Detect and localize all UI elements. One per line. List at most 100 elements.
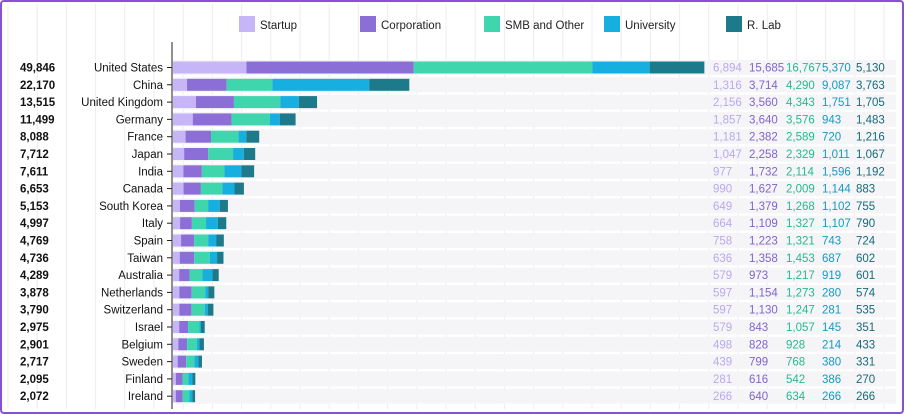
bar-segment — [192, 372, 196, 385]
bar-segment — [173, 199, 180, 212]
value-label: 270 — [856, 374, 875, 386]
country-label: Switzerland — [104, 305, 163, 317]
bar-segment — [224, 165, 242, 178]
legend-swatch — [484, 16, 500, 32]
value-label: 535 — [856, 305, 875, 317]
bar-segment — [184, 148, 209, 160]
value-label: 634 — [786, 391, 806, 403]
bar-segment — [216, 234, 224, 247]
value-label: 919 — [822, 270, 841, 282]
bar-segment — [238, 130, 247, 143]
value-label: 266 — [713, 391, 732, 403]
value-label: 1,067 — [856, 149, 885, 161]
value-label: 386 — [822, 374, 841, 386]
legend-label: Corporation — [381, 20, 441, 32]
row-stripe — [172, 250, 896, 266]
bar-segment — [200, 321, 205, 333]
bar-segment — [234, 182, 244, 195]
value-label: 579 — [713, 270, 732, 282]
bar-segment — [280, 96, 299, 109]
value-label: 758 — [713, 236, 732, 248]
row-stripe — [172, 319, 896, 335]
value-label: 597 — [713, 305, 732, 317]
value-label: 579 — [713, 322, 732, 334]
value-label: 2,382 — [749, 132, 778, 144]
bar-segment — [649, 61, 705, 74]
value-label: 6,894 — [713, 63, 742, 75]
bar-segment — [178, 338, 188, 351]
bar-segment — [209, 251, 218, 264]
row-total: 8,088 — [20, 132, 49, 144]
country-label: Taiwan — [127, 253, 163, 265]
bar-segment — [182, 390, 190, 403]
bar-segment — [194, 199, 209, 212]
value-label: 597 — [713, 287, 732, 299]
value-label: 799 — [749, 357, 768, 369]
value-label: 1,268 — [786, 201, 815, 213]
value-label: 9,087 — [822, 80, 851, 92]
value-label: 943 — [822, 114, 841, 126]
value-label: 3,763 — [856, 80, 885, 92]
value-label: 1,144 — [822, 184, 851, 196]
value-label: 1,358 — [749, 253, 778, 265]
row-stripe — [172, 336, 896, 352]
value-label: 977 — [713, 166, 732, 178]
value-label: 640 — [749, 391, 768, 403]
bar-segment — [217, 251, 224, 264]
value-label: 2,329 — [786, 149, 815, 161]
value-label: 281 — [713, 374, 732, 386]
bar-segment — [210, 130, 239, 143]
value-label: 649 — [713, 201, 732, 213]
bar-segment — [192, 390, 196, 403]
country-label: South Korea — [99, 201, 164, 213]
row-stripe — [172, 215, 896, 231]
bar-segment — [369, 78, 410, 91]
row-stripe — [172, 181, 896, 197]
legend-swatch — [360, 16, 376, 32]
bar-segment — [182, 372, 189, 385]
row-total: 11,499 — [20, 114, 55, 126]
bar-segment — [179, 269, 190, 282]
value-label: 687 — [822, 253, 841, 265]
row-total: 2,095 — [20, 374, 49, 386]
country-label: United States — [94, 63, 163, 75]
country-label: Finland — [125, 374, 163, 386]
value-label: 1,102 — [822, 201, 851, 213]
bar-segment — [207, 303, 214, 316]
bar-segment — [179, 251, 195, 264]
value-label: 616 — [749, 374, 768, 386]
value-label: 214 — [822, 339, 842, 351]
value-label: 266 — [822, 391, 841, 403]
value-label: 1,596 — [822, 166, 851, 178]
bar-segment — [173, 234, 182, 247]
value-label: 280 — [822, 287, 841, 299]
bar-segment — [204, 303, 208, 316]
bar-segment — [192, 113, 232, 126]
bar-segment — [272, 78, 370, 91]
bar-segment — [183, 165, 202, 178]
bar-segment — [173, 269, 180, 282]
bar-segment — [189, 390, 193, 403]
bar-segment — [173, 96, 196, 109]
country-label: Italy — [142, 218, 163, 230]
value-label: 3,560 — [749, 97, 778, 109]
legend-label: University — [625, 20, 676, 32]
bar-segment — [200, 182, 223, 195]
row-stripe — [172, 267, 896, 283]
value-label: 1,047 — [713, 149, 742, 161]
country-label: Ireland — [128, 391, 163, 403]
row-stripe — [172, 111, 896, 127]
value-label: 1,223 — [749, 236, 778, 248]
row-total: 13,515 — [20, 97, 56, 109]
row-total: 2,072 — [20, 391, 49, 403]
value-label: 1,327 — [786, 218, 815, 230]
bar-segment — [195, 96, 234, 109]
country-label: Belgium — [121, 339, 163, 351]
bar-segment — [233, 96, 281, 109]
bar-segment — [173, 372, 176, 385]
country-label: India — [138, 166, 164, 178]
bar-segment — [231, 113, 270, 126]
bar-segment — [173, 338, 179, 351]
row-stripe — [172, 163, 896, 179]
bar-segment — [179, 321, 189, 333]
